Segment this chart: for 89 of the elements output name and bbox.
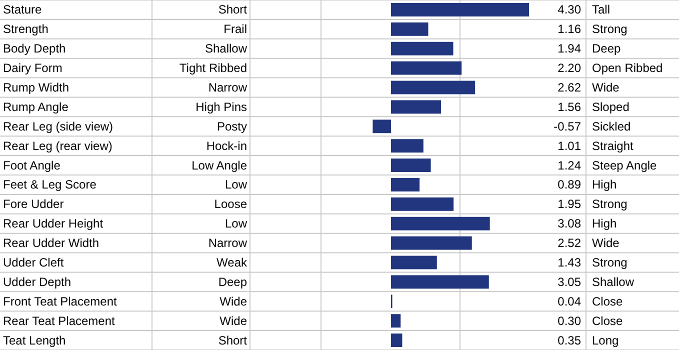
bar	[391, 334, 402, 347]
y-tick-label: Teat Length	[3, 333, 66, 348]
text: Frail	[224, 22, 247, 36]
text: Wide	[220, 294, 248, 308]
text: Wide	[592, 80, 620, 94]
y-tick-label: Stature	[3, 2, 42, 17]
bar	[391, 139, 424, 153]
text: Posty	[216, 119, 247, 134]
text: Hock-in	[206, 138, 247, 153]
text: Low	[224, 178, 248, 192]
text: Sloped	[592, 100, 630, 114]
text: Short	[218, 333, 248, 348]
bar	[372, 120, 391, 134]
text: Deep	[218, 274, 248, 289]
data-label: 2.62	[558, 80, 582, 94]
bar	[391, 3, 529, 16]
data-label: 0.04	[558, 294, 582, 308]
text: Open Ribbed	[592, 61, 663, 76]
bar	[391, 80, 476, 94]
bar	[391, 236, 472, 250]
y-tick-label: Udder Depth	[3, 274, 72, 289]
bar	[391, 256, 437, 270]
text: Short	[218, 2, 248, 17]
y-tick-label: Rear Udder Width	[3, 236, 100, 250]
text: High Pins	[196, 100, 247, 114]
text: High	[592, 216, 617, 231]
text: Strong	[592, 22, 628, 36]
text: Straight	[592, 138, 634, 153]
data-label: 1.94	[558, 42, 582, 56]
y-tick-label: Strength	[3, 22, 48, 36]
data-label: 0.30	[558, 314, 582, 328]
y-tick-label: Rear Leg (rear view)	[3, 138, 112, 153]
y-tick-label: Dairy Form	[3, 61, 62, 76]
text: Close	[592, 294, 624, 308]
data-label: 0.35	[558, 333, 582, 348]
y-tick-label: Feet & Leg Score	[3, 178, 97, 192]
text: Tight Ribbed	[179, 61, 247, 76]
data-label: 1.43	[558, 256, 582, 270]
bar	[391, 216, 490, 230]
bar	[391, 158, 431, 172]
text: Deep	[592, 42, 622, 56]
data-label: 1.56	[558, 100, 582, 114]
y-tick-label: Body Depth	[3, 42, 66, 56]
y-tick-label: Fore Udder	[3, 197, 64, 212]
text: Steep Angle	[592, 158, 658, 172]
data-label: -0.57	[554, 119, 582, 134]
y-tick-label: Foot Angle	[3, 158, 61, 172]
text: Wide	[592, 236, 620, 250]
y-tick-label: Front Teat Placement	[3, 294, 118, 308]
y-tick-label: Udder Cleft	[3, 256, 64, 270]
y-tick-label: Rump Width	[3, 80, 70, 94]
data-label: 1.01	[558, 138, 582, 153]
y-tick-label: Rear Teat Placement	[3, 314, 116, 328]
text: Close	[592, 314, 624, 328]
bar	[391, 22, 428, 36]
y-tick-label: Rear Leg (side view)	[3, 119, 114, 134]
text: Shallow	[204, 42, 248, 56]
text: Tall	[592, 2, 610, 17]
data-label: 2.52	[558, 236, 582, 250]
text: Sickled	[592, 119, 631, 134]
bar	[391, 197, 454, 211]
data-label: 1.95	[558, 197, 582, 212]
bar	[391, 100, 442, 114]
text: Shallow	[592, 274, 634, 289]
data-label: 1.24	[558, 158, 582, 172]
text: Low	[224, 216, 248, 231]
text: Narrow	[208, 80, 248, 94]
text: Long	[592, 333, 619, 348]
bar	[391, 314, 401, 328]
data-label: 3.05	[558, 274, 582, 289]
text: High	[592, 178, 617, 192]
text: Strong	[592, 197, 628, 212]
data-label: 3.08	[558, 216, 582, 231]
text: Narrow	[208, 236, 248, 250]
bar	[391, 178, 420, 192]
bar	[391, 275, 489, 289]
data-label: 4.30	[558, 2, 582, 17]
data-label: 2.20	[558, 61, 582, 76]
text: Loose	[214, 197, 248, 212]
bar	[391, 61, 462, 75]
y-tick-label: Rear Udder Height	[3, 216, 104, 231]
data-label: 0.89	[558, 178, 582, 192]
text: Weak	[216, 256, 248, 270]
y-tick-label: Rump Angle	[3, 100, 69, 114]
text: Strong	[592, 256, 628, 270]
data-label: 1.16	[558, 22, 582, 36]
text: Wide	[220, 314, 248, 328]
text: Low Angle	[192, 158, 248, 172]
bar	[391, 42, 454, 56]
